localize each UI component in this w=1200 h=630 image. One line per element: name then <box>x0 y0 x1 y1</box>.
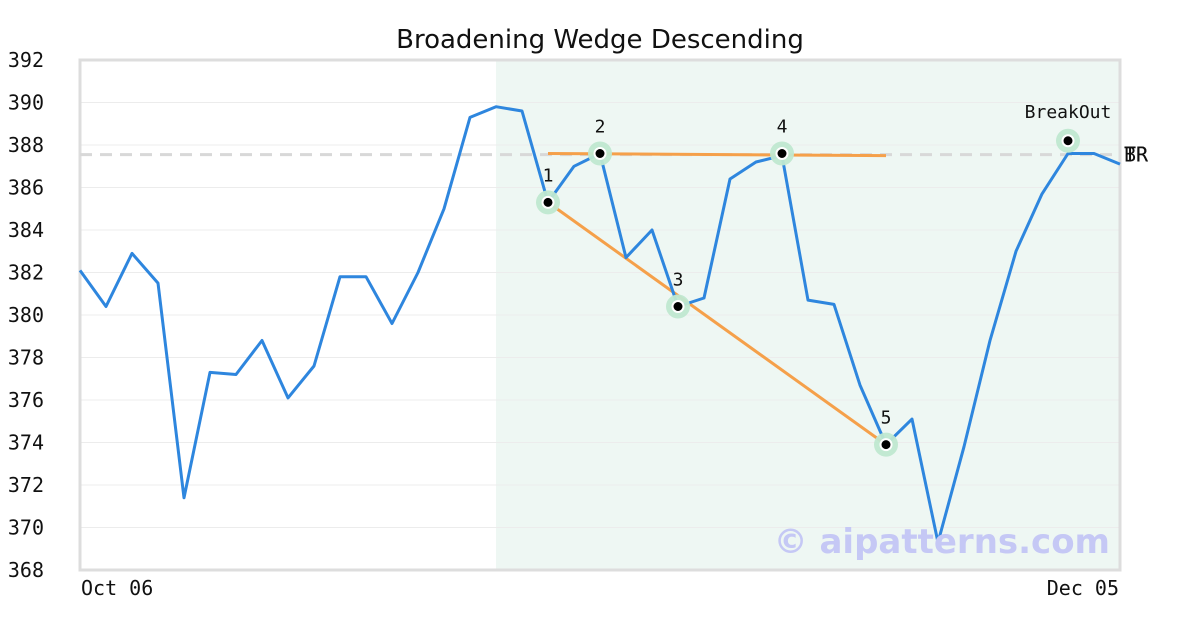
y-tick-label: 390 <box>8 91 44 115</box>
reference-line-label: BR <box>1124 143 1149 167</box>
x-tick-label: Oct 06 <box>81 576 153 600</box>
pattern-point-1-dot <box>541 195 555 209</box>
y-tick-label: 378 <box>8 346 44 370</box>
y-tick-label: 370 <box>8 516 44 540</box>
pattern-point-3-dot <box>671 300 685 313</box>
y-tick-label: 368 <box>8 558 44 582</box>
pattern-point-2-label: 2 <box>595 117 606 138</box>
pattern-point-5-label: 5 <box>881 408 892 429</box>
pattern-point-4-dot <box>775 147 789 160</box>
pattern-point-4-label: 4 <box>777 117 788 138</box>
y-tick-label: 384 <box>8 218 44 242</box>
watermark: © aipatterns.com <box>774 522 1110 562</box>
pattern-point-1-label: 1 <box>543 165 554 186</box>
breakout-point-label: BreakOut <box>1025 102 1112 123</box>
y-tick-label: 374 <box>8 431 44 455</box>
y-tick-label: 392 <box>8 48 44 72</box>
x-axis: Oct 06 Dec 05 <box>81 576 1119 600</box>
pattern-point-3-label: 3 <box>673 270 684 291</box>
pattern-markers: 1 2 3 4 5 BreakOut <box>536 102 1111 457</box>
breakout-point-dot <box>1061 134 1075 148</box>
y-tick-label: 372 <box>8 473 44 497</box>
chart-title: Broadening Wedge Descending <box>396 25 804 55</box>
trendline <box>547 201 887 446</box>
pattern-point-5-dot <box>879 438 893 452</box>
x-tick-label: Dec 05 <box>1047 576 1119 600</box>
y-tick-label: 382 <box>8 261 44 285</box>
y-tick-label: 388 <box>8 133 44 157</box>
y-axis: 368 370 372 374 376 378 380 382 384 386 388 390 392 <box>8 48 44 582</box>
reference-line-label: TR <box>1124 143 1149 167</box>
plot-frame <box>78 58 1122 572</box>
pattern-point-2-dot <box>593 147 607 160</box>
y-tick-label: 376 <box>8 388 44 412</box>
gridlines <box>80 102 1120 528</box>
y-tick-label: 386 <box>8 176 44 200</box>
y-tick-label: 380 <box>8 303 44 327</box>
